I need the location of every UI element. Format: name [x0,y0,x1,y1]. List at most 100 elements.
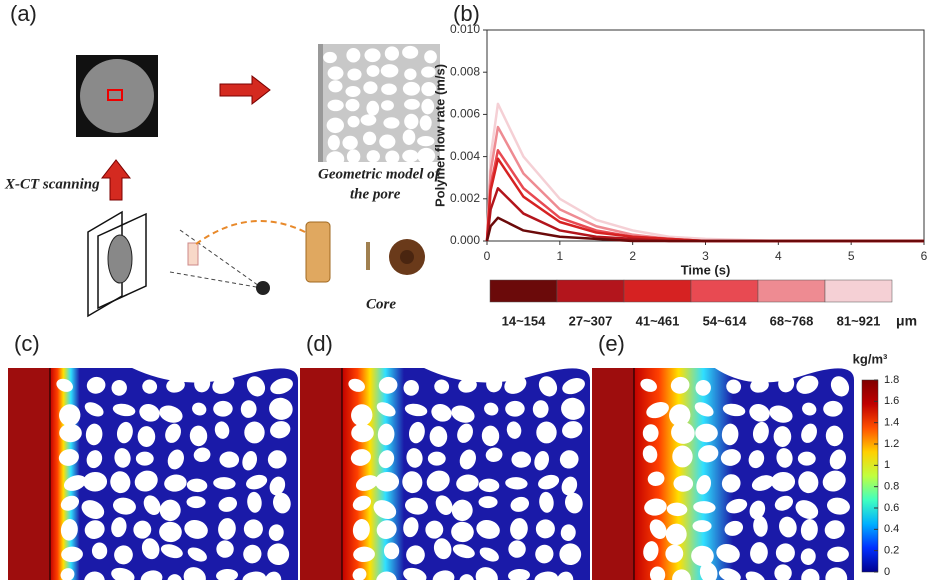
pore [646,402,669,419]
pore [406,545,425,565]
pore [478,478,500,493]
pore [116,421,133,444]
pore [243,519,263,539]
pore [798,471,819,494]
pore [750,542,768,564]
ct-circle [80,59,154,133]
pore [114,448,131,468]
pore [114,545,133,565]
pore [485,447,503,462]
pore [346,149,361,164]
pore [801,568,820,580]
x-tick-label: 6 [921,249,928,263]
pore [270,421,291,439]
pore [366,65,380,77]
sim-panel [8,368,298,580]
pore [476,519,500,539]
pore [166,378,185,393]
pore [405,497,428,515]
pore [539,491,554,513]
pore [823,400,843,417]
panel-label: (b) [453,1,480,26]
pore [377,423,395,446]
pore [242,571,267,580]
pore [695,423,718,443]
pore [718,568,741,580]
pore [376,520,397,539]
fluid [634,368,854,580]
pore [60,495,80,511]
pore [827,546,849,563]
pore [60,568,75,580]
beam [169,271,263,289]
pore [165,423,181,443]
pore [352,519,370,541]
top-edge [715,368,854,383]
legend-swatch [757,279,826,303]
pore [419,115,432,131]
pore [505,477,528,490]
colorbar-tick-label: 1.8 [884,374,899,386]
pore [385,150,400,165]
pore [84,520,105,539]
pore [111,517,127,538]
pore [186,478,208,493]
pore [327,99,344,112]
pore [110,471,131,494]
pore [345,86,361,98]
pore [748,450,765,469]
pore [81,500,105,519]
pore [722,403,746,417]
core-rod [366,242,370,270]
pore [421,66,436,78]
pore [647,471,665,486]
pore [134,470,158,492]
pore [556,571,574,580]
pore [459,449,476,470]
colorbar-tick-label: 0.6 [884,502,899,514]
pore [84,402,104,417]
y-tick-label: 0.000 [450,233,480,247]
pore [406,448,423,468]
legend-label: 41~461 [636,313,680,328]
pore [83,471,108,492]
pore [351,423,374,443]
sim-panel [300,368,590,580]
pore [538,376,558,397]
sample-slice [107,234,133,284]
pore [270,378,293,395]
pore [643,541,659,562]
pore [695,379,711,396]
series-line [485,216,924,243]
pore [84,571,105,580]
pore [726,379,742,394]
pore [753,515,768,537]
pore [431,404,452,422]
pore [408,421,425,444]
pore [383,542,400,560]
dashed-arrow [195,219,306,245]
pore [745,571,765,580]
pore [774,564,792,580]
pore [693,501,716,514]
arrow-up [100,159,132,201]
pore [381,83,397,95]
pore [749,500,766,520]
pore [142,379,158,394]
pore [347,68,362,81]
frame [87,210,123,318]
pore [749,404,770,422]
pore [771,471,796,492]
pore [193,447,211,462]
pore [273,492,291,514]
pore [327,134,340,151]
pore [559,450,579,469]
pore [268,524,284,541]
pore [347,115,360,128]
x-axis-label: Time (s) [681,262,731,277]
pore [328,80,343,93]
y-axis-label: Polymer flow rate (m/s) [432,64,447,207]
pore [133,520,152,539]
pore [559,543,582,566]
pore [345,98,360,112]
